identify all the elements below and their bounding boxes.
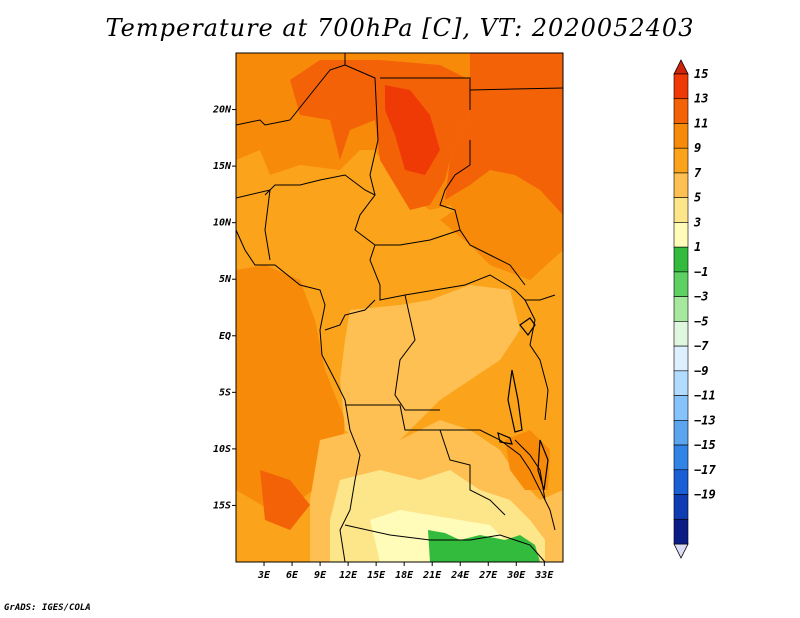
field-zone-13-northeast <box>445 53 563 215</box>
colorbar-swatch-1 <box>673 98 689 124</box>
colorbar-swatch-10 <box>673 321 689 347</box>
lon-tick-label-6: 21E <box>422 570 442 581</box>
colorbar-swatch-3 <box>673 147 689 174</box>
lon-tick-label-8: 27E <box>478 570 498 581</box>
lat-tick-label-1: 15N <box>213 161 232 172</box>
colorbar-top-arrow <box>673 59 689 75</box>
field-zone-11-southeast <box>505 430 550 490</box>
colorbar-label-4: 7 <box>694 166 702 180</box>
lat-tick-label-6: 10S <box>213 444 231 455</box>
field-zone-9-central <box>340 285 520 450</box>
lon-tick-label-7: 24E <box>450 570 470 581</box>
colorbar-label-9: −3 <box>694 290 708 304</box>
colorbar-label-13: −11 <box>694 389 716 403</box>
chart-title: Temperature at 700hPa [C], VT: 202005240… <box>105 14 695 42</box>
colorbar-label-17: −19 <box>694 488 716 502</box>
colorbar-label-15: −15 <box>694 438 716 452</box>
colorbar-label-2: 11 <box>694 116 708 130</box>
lat-tick-label-7: 15S <box>213 500 231 511</box>
colorbar-swatch-6 <box>673 222 689 248</box>
colorbar-swatch-0 <box>673 73 689 100</box>
colorbar-swatch-12 <box>673 370 689 396</box>
colorbar-swatch-15 <box>673 444 689 471</box>
lon-tick-label-5: 18E <box>395 570 414 581</box>
lat-tick-label-4: EQ <box>219 331 231 342</box>
colorbar-swatch-7 <box>673 246 689 273</box>
grads-credit: GrADS: IGES/COLA <box>4 603 91 613</box>
longitude-axis: 3E 6E 9E 12E 15E 18E 21E 24E 27E 30E 33E <box>257 562 554 581</box>
lon-tick-label-1: 6E <box>286 570 299 581</box>
colorbar-label-12: −9 <box>694 364 708 378</box>
lon-tick-label-10: 33E <box>534 570 554 581</box>
colorbar-bottom-arrow <box>673 543 689 559</box>
colorbar-swatch-2 <box>673 123 689 149</box>
colorbar-label-7: 1 <box>694 240 701 254</box>
colorbar-label-14: −13 <box>694 413 716 427</box>
colorbar-swatch-17 <box>673 494 689 520</box>
colorbar-swatch-16 <box>673 469 689 495</box>
colorbar-label-0: 15 <box>694 67 708 81</box>
lat-tick-label-2: 10N <box>213 218 232 229</box>
colorbar-label-11: −7 <box>694 339 709 353</box>
lat-tick-label-3: 5N <box>219 274 232 285</box>
colorbar-label-1: 13 <box>694 92 708 106</box>
colorbar-label-3: 9 <box>694 141 701 155</box>
lon-tick-label-9: 30E <box>506 570 526 581</box>
field-zone-3-south <box>428 530 540 562</box>
colorbar-label-6: 3 <box>693 215 701 229</box>
colorbar-label-8: −1 <box>694 265 708 279</box>
lon-tick-label-0: 3E <box>257 570 271 581</box>
lon-tick-label-2: 9E <box>314 570 327 581</box>
colorbar-swatch-11 <box>673 345 689 372</box>
map-frame <box>235 52 564 563</box>
field-zone-11-southwest <box>236 265 345 510</box>
lakes <box>497 317 549 491</box>
lon-tick-label-3: 12E <box>339 570 358 581</box>
lat-tick-label-0: 20N <box>212 105 232 116</box>
field-zone-15-core <box>385 85 440 175</box>
lat-tick-label-5: 5S <box>219 387 231 398</box>
colorbar: 15 13 11 9 7 5 3 1 −1 −3 −5 −7 −9 −11 −13 −15 −17 −19 <box>673 59 716 559</box>
colorbar-swatch-8 <box>673 271 689 297</box>
colorbar-swatch-13 <box>673 395 689 421</box>
lon-tick-label-4: 15E <box>367 570 386 581</box>
colorbar-swatch-18 <box>673 518 689 545</box>
field-zone-13-southwest <box>260 470 310 530</box>
field-zone-11-east <box>440 170 563 280</box>
colorbar-swatch-5 <box>673 197 689 223</box>
latitude-axis: 20N 15N 10N 5N EQ 5S 10S 15S <box>212 105 236 511</box>
colorbar-swatch-4 <box>673 172 689 198</box>
colorbar-swatch-9 <box>673 296 689 322</box>
colorbar-label-5: 5 <box>694 191 701 205</box>
colorbar-swatch-14 <box>673 420 689 446</box>
colorbar-label-10: −5 <box>694 314 708 328</box>
colorbar-label-16: −17 <box>694 463 716 477</box>
